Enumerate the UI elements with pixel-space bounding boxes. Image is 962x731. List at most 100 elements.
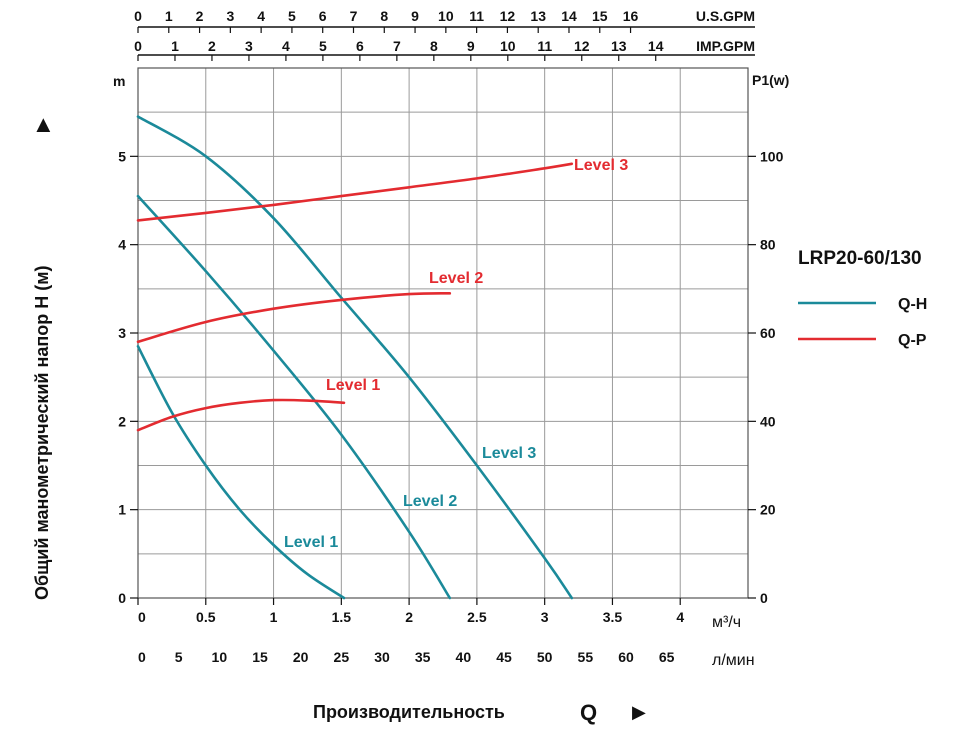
legend-title: LRP20-60/130 (798, 248, 922, 269)
x-axis-arrow-icon: ▶ (632, 702, 646, 722)
head-axis-title-group: Общий манометрический напор H (м) ▶ (32, 118, 52, 600)
m3h-tick-label: 4 (676, 609, 684, 625)
lmin-tick-label: 10 (212, 649, 228, 665)
m3h-tick-label: 2 (405, 609, 413, 625)
usgpm-unit-label: U.S.GPM (696, 8, 755, 24)
top-axes: 0 1 2 3 4 5 6 7 8 9 10 11 12 13 14 15 16 0 1 2 3 4 5 6 7 8 9 10 11 1… (134, 8, 755, 61)
head-axis-ticks: 0 1 2 3 4 5 (118, 148, 138, 606)
impgpm-tick-label: 0 (134, 38, 142, 54)
head-tick-label: 0 (118, 590, 126, 606)
legend-qp-label: Q-P (898, 332, 927, 349)
head-unit-label: m (113, 73, 125, 89)
usgpm-tick-label: 16 (623, 8, 639, 24)
level-labels: Level 1 Level 2 Level 3 Level 1 Level 2 … (284, 157, 628, 551)
impgpm-tick-label: 11 (537, 38, 552, 54)
usgpm-tick-label: 11 (469, 8, 484, 24)
m3h-tick-label: 3.5 (603, 609, 623, 625)
legend: LRP20-60/130 Q-H Q-P (798, 248, 927, 349)
qp-level-1-curve (136, 398, 346, 432)
impgpm-tick-label: 3 (245, 38, 253, 54)
usgpm-tick-label: 5 (288, 8, 296, 24)
m3h-axis-ticks: 0 0.5 1 1.5 2 2.5 3 3.5 4 (137, 598, 684, 625)
lmin-tick-label: 15 (252, 649, 268, 665)
usgpm-tick-label: 14 (561, 8, 577, 24)
head-tick-label: 2 (118, 413, 126, 429)
lmin-tick-label: 30 (374, 649, 390, 665)
impgpm-ticks: 0 1 2 3 4 5 6 7 8 9 10 11 12 13 14 (134, 38, 664, 61)
usgpm-tick-label: 10 (438, 8, 454, 24)
impgpm-tick-label: 14 (648, 38, 664, 54)
lmin-tick-label: 45 (496, 649, 512, 665)
lmin-tick-label: 40 (456, 649, 472, 665)
lmin-tick-label: 55 (578, 649, 594, 665)
impgpm-tick-label: 10 (500, 38, 516, 54)
head-axis-title: Общий манометрический напор H (м) (32, 265, 52, 600)
lmin-tick-label: 5 (175, 649, 183, 665)
impgpm-tick-label: 1 (171, 38, 179, 54)
lmin-tick-label: 60 (618, 649, 634, 665)
impgpm-tick-label: 13 (611, 38, 627, 54)
usgpm-tick-label: 15 (592, 8, 608, 24)
m3h-tick-label: 1 (270, 609, 278, 625)
power-tick-label: 20 (760, 502, 776, 518)
lmin-tick-label: 0 (138, 649, 146, 665)
qp-level-2-label: Level 2 (429, 270, 483, 287)
usgpm-tick-label: 4 (257, 8, 265, 24)
qh-level-3-curve (136, 115, 574, 600)
lmin-tick-label: 20 (293, 649, 309, 665)
m3h-tick-label: 2.5 (467, 609, 487, 625)
usgpm-tick-label: 0 (134, 8, 142, 24)
qh-level-2-label: Level 2 (403, 493, 457, 510)
qh-level-2-curve (136, 194, 452, 600)
legend-qh-label: Q-H (898, 296, 927, 313)
impgpm-tick-label: 2 (208, 38, 216, 54)
power-tick-label: 40 (760, 413, 776, 429)
impgpm-tick-label: 5 (319, 38, 327, 54)
x-axis-title: Производительность (313, 702, 505, 722)
head-tick-label: 1 (118, 502, 126, 518)
usgpm-tick-label: 2 (196, 8, 204, 24)
impgpm-unit-label: IMP.GPM (696, 38, 755, 54)
m3h-tick-label: 0.5 (196, 609, 216, 625)
usgpm-tick-label: 8 (380, 8, 388, 24)
m3h-tick-label: 0 (138, 609, 146, 625)
usgpm-ticks: 0 1 2 3 4 5 6 7 8 9 10 11 12 13 14 15 16 (134, 8, 639, 33)
power-tick-label: 60 (760, 325, 776, 341)
x-axis-symbol: Q (580, 700, 597, 725)
usgpm-tick-label: 7 (350, 8, 358, 24)
power-axis-label: P1(w) (752, 72, 789, 88)
head-tick-label: 4 (118, 237, 126, 253)
power-axis-ticks: 0 20 40 60 80 100 (748, 148, 784, 606)
curves (136, 115, 574, 600)
usgpm-tick-label: 13 (530, 8, 546, 24)
qh-level-1-label: Level 1 (284, 534, 338, 551)
lmin-tick-label: 35 (415, 649, 431, 665)
power-tick-label: 0 (760, 590, 768, 606)
head-axis-arrow-icon: ▶ (32, 118, 52, 132)
qh-level-1-curve (136, 345, 346, 600)
usgpm-tick-label: 9 (411, 8, 419, 24)
impgpm-tick-label: 12 (574, 38, 590, 54)
power-tick-label: 100 (760, 148, 784, 164)
lmin-tick-label: 25 (334, 649, 350, 665)
m3h-tick-label: 1.5 (332, 609, 352, 625)
impgpm-tick-label: 7 (393, 38, 401, 54)
impgpm-tick-label: 9 (467, 38, 475, 54)
plot-grid (138, 68, 748, 598)
impgpm-tick-label: 4 (282, 38, 290, 54)
head-tick-label: 5 (118, 148, 126, 164)
lmin-axis-ticks: 0 5 10 15 20 25 30 35 40 45 50 55 60 65 (138, 649, 675, 665)
usgpm-tick-label: 1 (165, 8, 173, 24)
usgpm-tick-label: 12 (500, 8, 516, 24)
lmin-unit-label: л/мин (712, 652, 755, 669)
power-tick-label: 80 (760, 237, 776, 253)
qh-level-3-label: Level 3 (482, 445, 536, 462)
qp-level-1-label: Level 1 (326, 377, 380, 394)
impgpm-tick-label: 6 (356, 38, 364, 54)
m3h-unit-label: м³/ч (712, 614, 741, 631)
qp-level-3-curve (136, 162, 574, 222)
m3h-tick-label: 3 (541, 609, 549, 625)
qp-level-2-curve (136, 292, 452, 344)
qp-level-3-label: Level 3 (574, 157, 628, 174)
